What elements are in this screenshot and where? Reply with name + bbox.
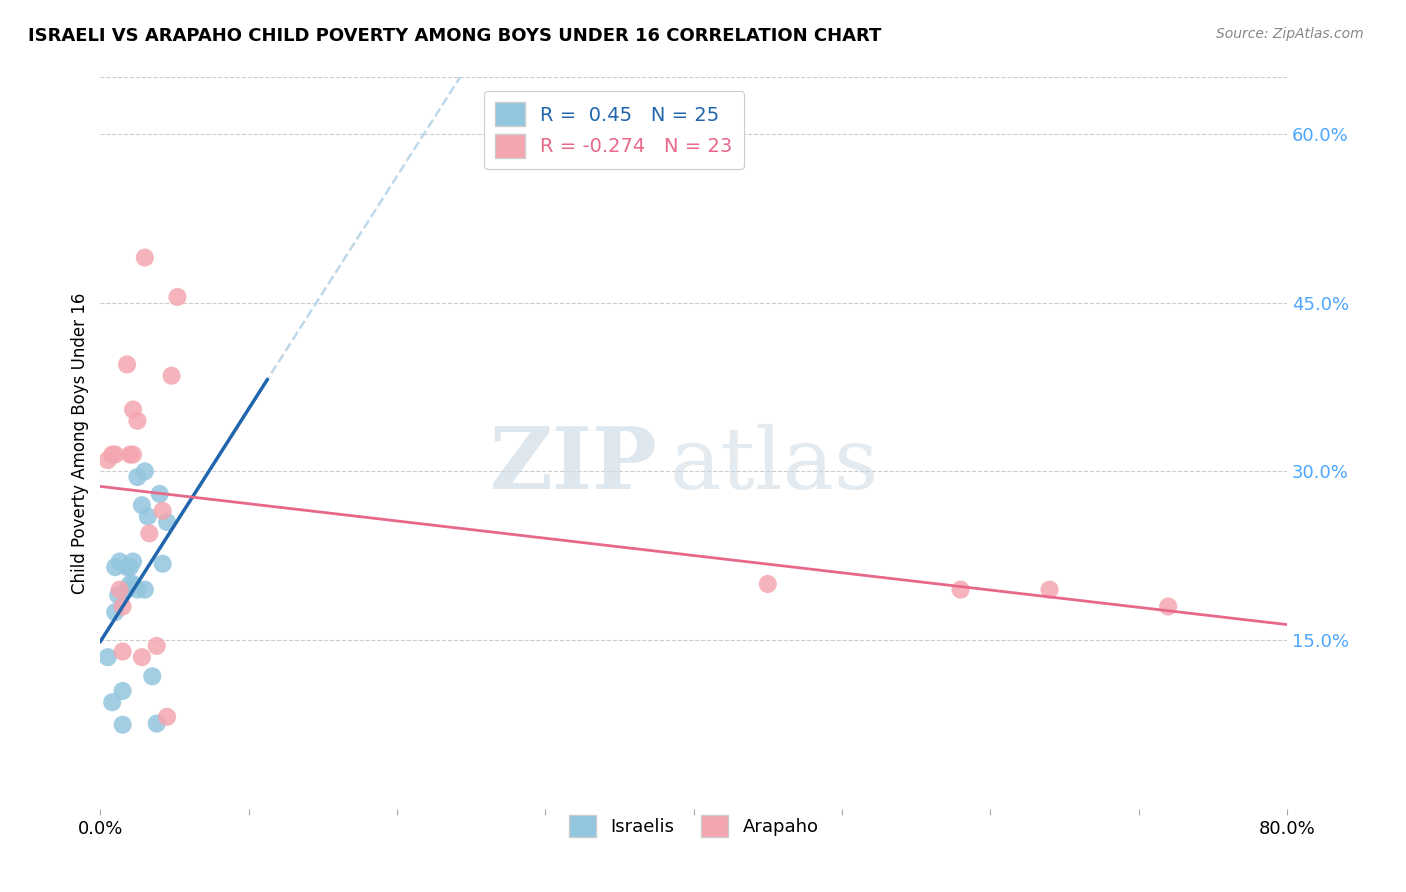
Point	[108, 554, 131, 568]
Point	[104, 605, 127, 619]
Point	[138, 526, 160, 541]
Point	[127, 470, 149, 484]
Point	[122, 402, 145, 417]
Point	[122, 448, 145, 462]
Point	[166, 290, 188, 304]
Point	[145, 639, 167, 653]
Text: atlas: atlas	[669, 424, 879, 507]
Point	[107, 588, 129, 602]
Point	[152, 557, 174, 571]
Point	[115, 358, 138, 372]
Point	[118, 577, 141, 591]
Point	[104, 448, 127, 462]
Point	[134, 582, 156, 597]
Point	[131, 498, 153, 512]
Point	[145, 716, 167, 731]
Point	[101, 448, 124, 462]
Point	[134, 465, 156, 479]
Point	[152, 504, 174, 518]
Point	[115, 560, 138, 574]
Point	[134, 251, 156, 265]
Point	[111, 599, 134, 614]
Legend: Israelis, Arapaho: Israelis, Arapaho	[561, 807, 825, 844]
Point	[115, 582, 138, 597]
Text: ZIP: ZIP	[491, 423, 658, 508]
Point	[756, 577, 779, 591]
Point	[949, 582, 972, 597]
Point	[97, 453, 120, 467]
Point	[104, 560, 127, 574]
Point	[160, 368, 183, 383]
Point	[127, 582, 149, 597]
Point	[136, 509, 159, 524]
Point	[141, 669, 163, 683]
Point	[122, 554, 145, 568]
Point	[108, 582, 131, 597]
Point	[118, 560, 141, 574]
Point	[111, 717, 134, 731]
Point	[131, 650, 153, 665]
Point	[118, 448, 141, 462]
Point	[156, 515, 179, 529]
Point	[1038, 582, 1060, 597]
Point	[127, 414, 149, 428]
Y-axis label: Child Poverty Among Boys Under 16: Child Poverty Among Boys Under 16	[72, 293, 89, 594]
Point	[97, 650, 120, 665]
Point	[156, 710, 179, 724]
Text: Source: ZipAtlas.com: Source: ZipAtlas.com	[1216, 27, 1364, 41]
Point	[101, 695, 124, 709]
Point	[111, 644, 134, 658]
Text: ISRAELI VS ARAPAHO CHILD POVERTY AMONG BOYS UNDER 16 CORRELATION CHART: ISRAELI VS ARAPAHO CHILD POVERTY AMONG B…	[28, 27, 882, 45]
Point	[1157, 599, 1180, 614]
Point	[149, 487, 172, 501]
Point	[122, 577, 145, 591]
Point	[111, 684, 134, 698]
